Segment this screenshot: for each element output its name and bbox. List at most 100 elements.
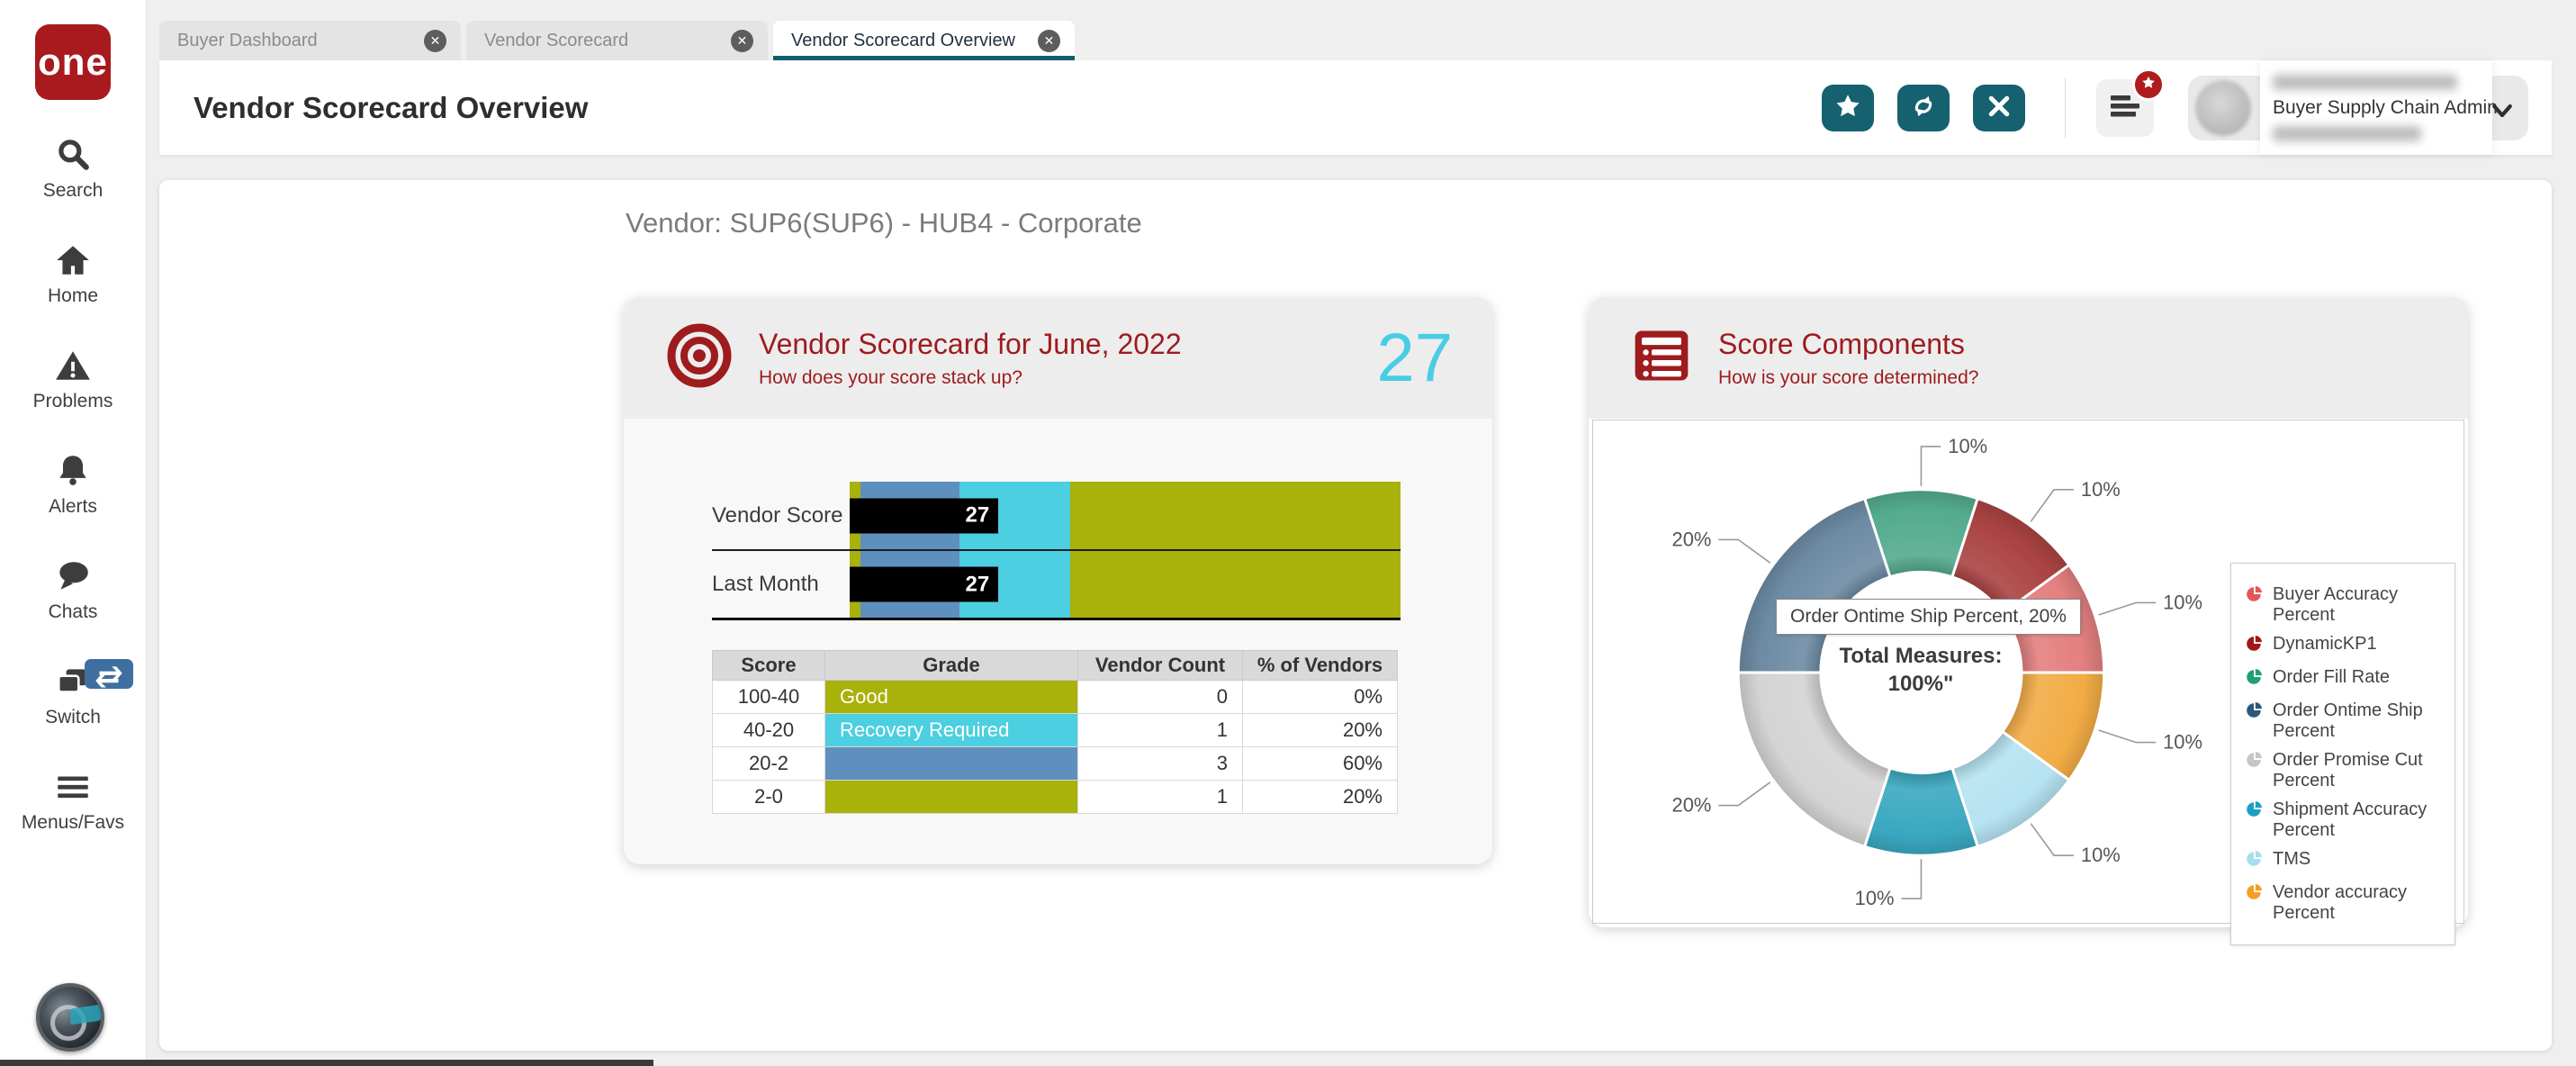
bullet-chart: Vendor Score 27 Last Month 27 — [624, 419, 1492, 620]
close-button[interactable] — [1973, 84, 2025, 131]
warning-icon — [54, 351, 92, 388]
tab-bar: Buyer Dashboard ✕ Vendor Scorecard ✕ Ven… — [159, 0, 2576, 60]
donut-label-line — [1718, 538, 1771, 564]
main-area: Buyer Dashboard ✕ Vendor Scorecard ✕ Ven… — [147, 0, 2576, 1066]
tab-close-icon[interactable]: ✕ — [424, 29, 446, 52]
sidebar-item-label: Alerts — [49, 496, 97, 517]
header-actions: Buyer Supply Chain Admin — [1798, 60, 2528, 155]
tab-vendor-scorecard[interactable]: Vendor Scorecard ✕ — [466, 21, 768, 60]
content-area: Vendor: SUP6(SUP6) - HUB4 - Corporate Ve… — [159, 155, 2576, 1051]
taskbar-edge — [0, 1060, 653, 1066]
favorite-button[interactable] — [1822, 84, 1874, 131]
legend-item-dynamickp1[interactable]: DynamicKP1 — [2244, 634, 2442, 659]
page-title: Vendor Scorecard Overview — [194, 90, 589, 124]
table-row: 40-20 Recovery Required 1 20% — [712, 713, 1398, 747]
donut-slice-order-promise-cut-percent[interactable] — [1736, 671, 1892, 849]
donut-slice-label: 10% — [1855, 887, 1895, 909]
total-measures-label: Total Measures: — [1839, 644, 2003, 668]
header-divider — [2065, 77, 2066, 138]
vendor-score-value: 27 — [1376, 319, 1453, 396]
score-range: 2-0 — [712, 780, 825, 814]
refresh-icon — [1910, 93, 1937, 122]
grade-cell — [825, 747, 1077, 780]
vendor-scorecard-header: Vendor Scorecard for June, 2022 How does… — [624, 297, 1492, 419]
tab-buyer-dashboard[interactable]: Buyer Dashboard ✕ — [159, 21, 461, 60]
user-menu[interactable]: Buyer Supply Chain Admin — [2188, 60, 2528, 155]
tab-vendor-scorecard-overview[interactable]: Vendor Scorecard Overview ✕ — [773, 21, 1075, 60]
col-vendor-count: Vendor Count — [1077, 650, 1243, 681]
score-components-card: Score Components How is your score deter… — [1589, 297, 2468, 945]
bullet-value-bar: 27 — [850, 566, 999, 602]
legend-item-shipment-accuracy-percent[interactable]: Shipment Accuracy Percent — [2244, 800, 2442, 841]
bullseye-icon — [667, 323, 732, 393]
donut-slice-label: 10% — [1948, 435, 1987, 457]
user-role: Buyer Supply Chain Admin — [2273, 96, 2498, 118]
user-info: Buyer Supply Chain Admin — [2260, 60, 2498, 155]
legend-label: Order Ontime Ship Percent — [2273, 700, 2423, 741]
components-subtitle: How is your score determined? — [1718, 366, 1979, 388]
hamburger-icon — [54, 776, 92, 809]
bullet-row: Last Month 27 — [712, 551, 1401, 620]
switch-icon — [54, 669, 92, 704]
donut-label-line — [2098, 601, 2157, 616]
donut-slice-label: 10% — [2081, 478, 2121, 501]
pct-of-vendors: 0% — [1242, 680, 1398, 714]
bullet-row: Vendor Score 27 — [712, 482, 1401, 551]
sidebar: one Search Home Problems Alerts — [0, 0, 147, 1066]
sidebar-item-search[interactable]: Search — [0, 136, 146, 202]
pie-glyph-icon — [2244, 584, 2264, 610]
one-logo[interactable]: one — [35, 24, 111, 100]
donut-label-line — [2030, 489, 2074, 522]
sidebar-item-home[interactable]: Home — [0, 241, 146, 307]
sidebar-item-switch[interactable]: Switch — [0, 659, 146, 728]
scorecard-title: Vendor Scorecard for June, 2022 — [759, 327, 1182, 360]
sidebar-item-menus-favs[interactable]: Menus/Favs — [0, 768, 146, 834]
chevron-down-icon[interactable] — [2489, 97, 2516, 129]
user-avatar-small — [2195, 79, 2251, 136]
sidebar-item-chats[interactable]: Chats — [0, 557, 146, 623]
hamburger-icon — [2107, 92, 2143, 123]
legend-label: DynamicKP1 — [2273, 634, 2377, 654]
table-header-row: Score Grade Vendor Count % of Vendors — [712, 650, 1398, 681]
legend-item-tms[interactable]: TMS — [2244, 849, 2442, 874]
pie-glyph-icon — [2244, 634, 2264, 659]
tab-close-icon[interactable]: ✕ — [731, 29, 753, 52]
vendor-heading: Vendor: SUP6(SUP6) - HUB4 - Corporate — [626, 207, 1142, 239]
refresh-button[interactable] — [1897, 84, 1950, 131]
vendor-scorecard-card: Vendor Scorecard for June, 2022 How does… — [624, 297, 1492, 864]
menu-button[interactable] — [2096, 68, 2165, 137]
legend-item-buyer-accuracy-percent[interactable]: Buyer Accuracy Percent — [2244, 584, 2442, 626]
legend-label: Vendor accuracy Percent — [2273, 882, 2407, 923]
pie-glyph-icon — [2244, 849, 2264, 874]
sidebar-item-label: Switch — [45, 707, 101, 727]
legend-item-order-fill-rate[interactable]: Order Fill Rate — [2244, 667, 2442, 692]
sidebar-item-label: Search — [42, 180, 104, 201]
sidebar-item-label: Menus/Favs — [21, 812, 125, 833]
sidebar-item-label: Home — [47, 285, 99, 306]
col-score: Score — [712, 650, 825, 681]
home-icon — [54, 246, 92, 283]
tab-close-icon[interactable]: ✕ — [1038, 29, 1060, 52]
components-title: Score Components — [1718, 327, 1965, 360]
donut-label-line — [1920, 446, 1941, 486]
bullet-band — [1069, 551, 1401, 618]
pct-of-vendors: 60% — [1242, 746, 1398, 781]
donut-slice-label: 20% — [1672, 794, 1712, 817]
donut-label-line — [1718, 781, 1771, 807]
sidebar-item-problems[interactable]: Problems — [0, 347, 146, 412]
legend-item-order-promise-cut-percent[interactable]: Order Promise Cut Percent — [2244, 750, 2442, 791]
legend-item-order-ontime-ship-percent[interactable]: Order Ontime Ship Percent — [2244, 700, 2442, 742]
donut-chart[interactable]: 10% 10% 10% 10% 10% 10% 20% 20% — [1593, 420, 2463, 923]
legend-item-vendor-accuracy-percent[interactable]: Vendor accuracy Percent — [2244, 882, 2442, 924]
legend-label: Shipment Accuracy Percent — [2273, 800, 2427, 840]
user-avatar[interactable] — [36, 983, 104, 1052]
total-measures-value: 100%" — [1887, 672, 1954, 697]
sidebar-item-alerts[interactable]: Alerts — [0, 452, 146, 518]
donut-label-line — [2098, 729, 2157, 744]
bullet-track: 27 — [850, 482, 1401, 549]
pie-glyph-icon — [2244, 800, 2264, 825]
list-icon — [1632, 326, 1691, 390]
pct-of-vendors: 20% — [1242, 713, 1398, 747]
tab-label: Vendor Scorecard Overview — [791, 30, 1016, 50]
score-range: 40-20 — [712, 713, 825, 747]
